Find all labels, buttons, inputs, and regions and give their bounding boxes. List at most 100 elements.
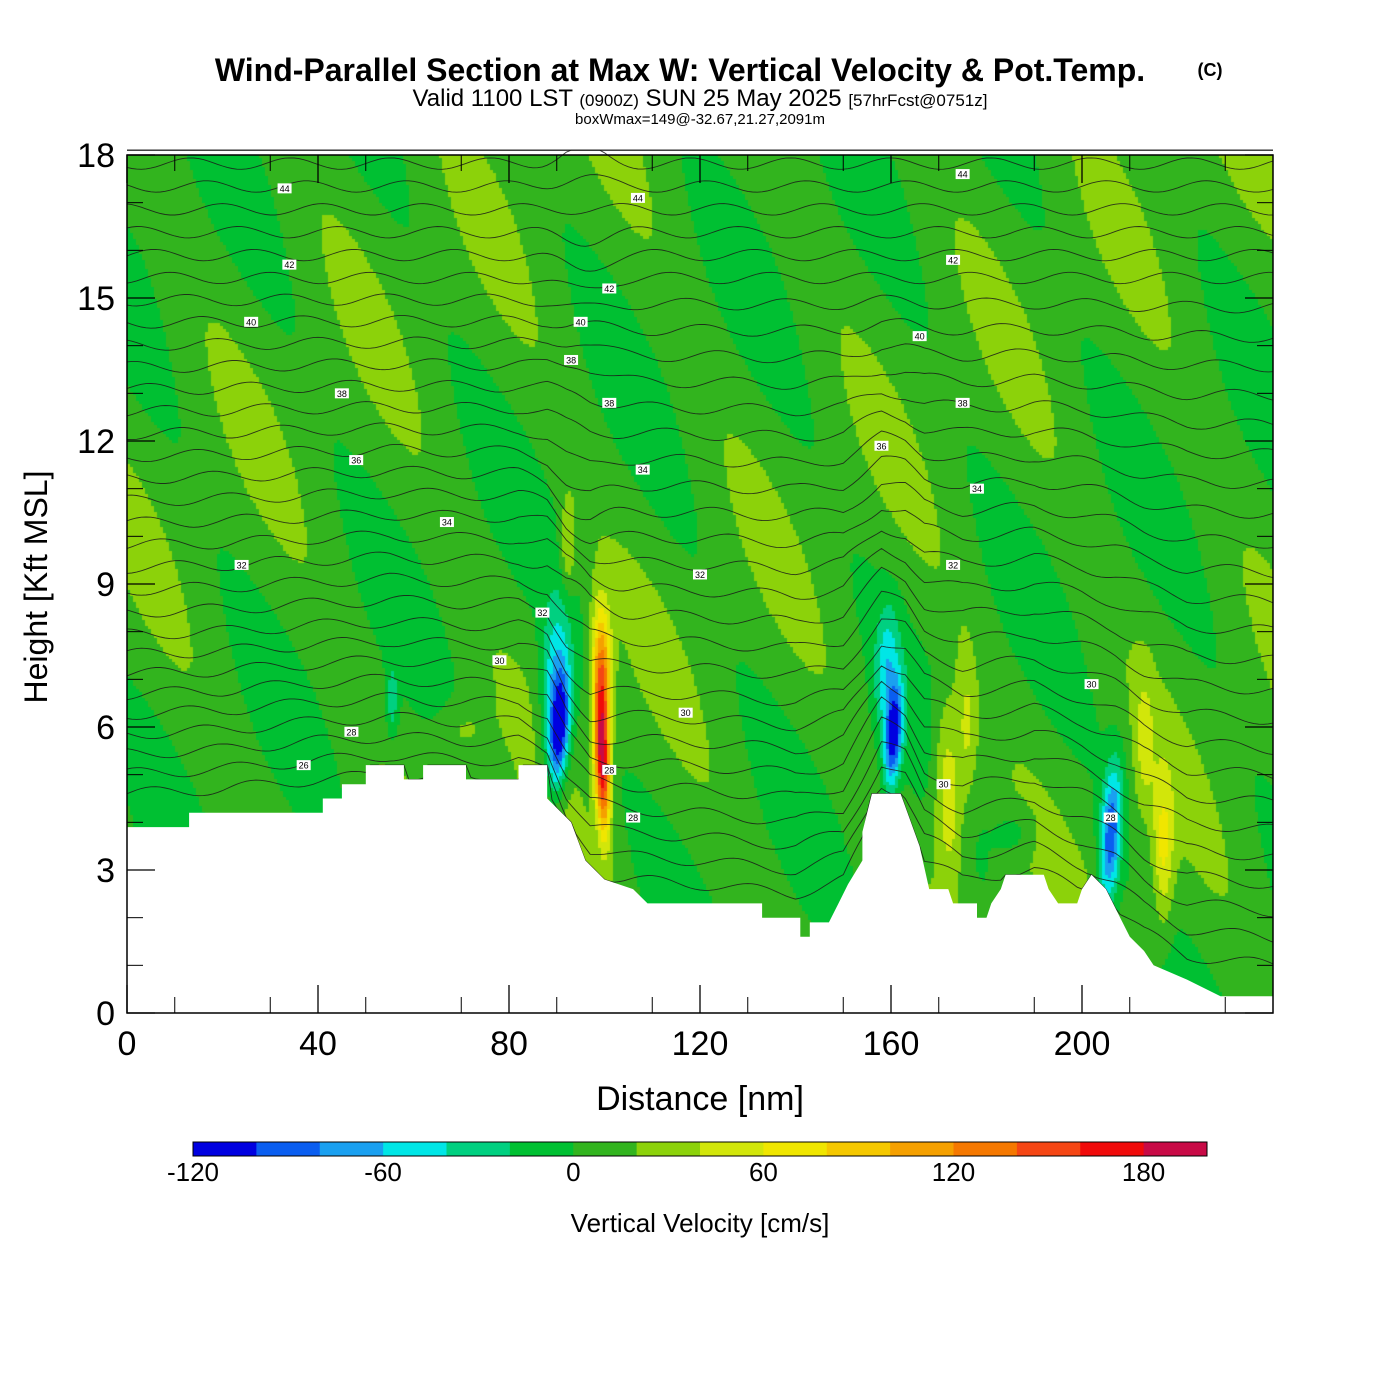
colorbar-swatch: [763, 1142, 828, 1156]
colorbar-swatch: [636, 1142, 701, 1156]
y-tick-label: 0: [96, 995, 115, 1033]
isentrope-label: 40: [573, 316, 588, 327]
isentrope-label-text: 28: [346, 727, 356, 737]
colorbar-swatch: [826, 1142, 891, 1156]
isentrope-label-bg: [955, 397, 970, 408]
isentrope-label: 30: [678, 707, 693, 718]
valid-time-line: Valid 1100 LST (0900Z) SUN 25 May 2025 […: [413, 85, 988, 112]
isentrope-label: 30: [492, 655, 507, 666]
isentrope-label-bg: [349, 455, 364, 466]
y-tick-label: 15: [77, 280, 115, 318]
isentrope-line: [126, 617, 1274, 756]
isentrope-label-text: 30: [1087, 680, 1097, 690]
isentrope-label: 28: [344, 726, 359, 737]
isentrope-line: [126, 732, 1274, 918]
colorbar-swatch: [193, 1142, 257, 1156]
isentrope-label: 44: [630, 192, 645, 203]
isentrope-label-bg: [277, 183, 292, 194]
isentrope-label: 26: [296, 760, 311, 771]
terrain: [127, 765, 1273, 1014]
isentrope-label-text: 28: [604, 765, 614, 775]
isentrope-line: [126, 293, 1274, 314]
isentrope-line: [126, 655, 1274, 804]
isentrope-label-text: 42: [948, 255, 958, 265]
isentrope-line: [126, 465, 1274, 549]
isentrope-label-text: 38: [337, 389, 347, 399]
isentrope-label-text: 44: [633, 193, 643, 203]
x-tick-label: 120: [672, 1025, 729, 1063]
isentrope-line: [126, 692, 1274, 861]
colorbar-swatch: [446, 1142, 511, 1156]
isentrope-label-bg: [492, 655, 507, 666]
isentrope-label: 30: [936, 779, 951, 790]
isentrope-label-bg: [602, 764, 617, 775]
isentrope-label-text: 38: [604, 398, 614, 408]
isentrope-label: 34: [439, 517, 454, 528]
isentrope-label: 32: [946, 559, 961, 570]
isentrope-line: [126, 712, 1274, 889]
isentrope-label-text: 34: [442, 518, 452, 528]
isentrope-label-bg: [602, 397, 617, 408]
colorbar-tick-label: 180: [1122, 1157, 1165, 1187]
isentrope-label-text: 32: [537, 608, 547, 618]
colorbar-tick-label: 60: [749, 1157, 778, 1187]
isentrope-label: 30: [1084, 679, 1099, 690]
isentrope-line: [126, 673, 1274, 832]
isentrope-label: 42: [946, 254, 961, 265]
isentrope-label-text: 28: [628, 813, 638, 823]
isentrope-line: [126, 443, 1274, 519]
chart-title: Wind-Parallel Section at Max W: Vertical…: [215, 52, 1145, 88]
isentrope-line: [126, 487, 1274, 579]
y-tick-label: 6: [96, 709, 115, 747]
y-tick-label: 3: [96, 852, 115, 890]
isentrope-label-text: 42: [604, 284, 614, 294]
colorbar-swatch: [256, 1142, 321, 1156]
isentrope-label: 38: [564, 354, 579, 365]
isentrope-line: [126, 752, 1274, 943]
isentrope-label-text: 32: [948, 560, 958, 570]
isentrope-label: 36: [874, 440, 889, 451]
isentrope-label-bg: [602, 283, 617, 294]
colorbar-swatch: [700, 1142, 764, 1156]
valid-date: SUN 25 May 2025: [646, 85, 842, 112]
isentrope-line: [126, 226, 1274, 247]
isentrope-label: 40: [912, 331, 927, 342]
x-tick-label: 200: [1054, 1025, 1111, 1063]
valid-zulu: (0900Z): [579, 91, 639, 110]
x-tick-label: 160: [863, 1025, 920, 1063]
isentrope-label-text: 36: [876, 441, 886, 451]
isentrope-label-text: 44: [280, 184, 290, 194]
colorbar-swatch: [1016, 1142, 1081, 1156]
colorbar-swatch: [573, 1142, 638, 1156]
isentrope-label-text: 36: [351, 456, 361, 466]
isentrope-label-bg: [969, 483, 984, 494]
isentrope-label-text: 40: [915, 332, 925, 342]
isentrope-label-text: 32: [237, 560, 247, 570]
isentrope-label: 36: [349, 455, 364, 466]
isentrope-label-text: 30: [681, 708, 691, 718]
colorbar-label: Vertical Velocity [cm/s]: [571, 1208, 830, 1238]
isentrope-line: [126, 358, 1274, 401]
isentrope-label-bg: [234, 559, 249, 570]
isentrope-line: [126, 572, 1274, 695]
isentrope-label-bg: [564, 354, 579, 365]
isentrope-line: [126, 314, 1274, 343]
isentrope-label-text: 40: [246, 317, 256, 327]
isentrope-label-bg: [344, 726, 359, 737]
colorbar-swatch: [1080, 1142, 1145, 1156]
isentrope-label-text: 26: [299, 761, 309, 771]
isentrope-label-text: 32: [695, 570, 705, 580]
isentrope-label-bg: [630, 192, 645, 203]
isentrope-label-text: 28: [1106, 813, 1116, 823]
colorbar-swatch: [383, 1142, 448, 1156]
isentrope-label: 34: [635, 464, 650, 475]
colorbar-swatch: [953, 1142, 1018, 1156]
isentropes: 44 44 44 42 42 42 40 40 40 38 38 38 38 36 36 34 34 34 32 32…: [126, 149, 1274, 965]
isentrope-label-bg: [693, 569, 707, 580]
isentrope-line: [126, 336, 1274, 373]
isentrope-label-text: 42: [284, 260, 294, 270]
isentrope-label-bg: [296, 760, 311, 771]
isentrope-line: [126, 530, 1274, 634]
isentrope-label: 42: [602, 283, 617, 294]
